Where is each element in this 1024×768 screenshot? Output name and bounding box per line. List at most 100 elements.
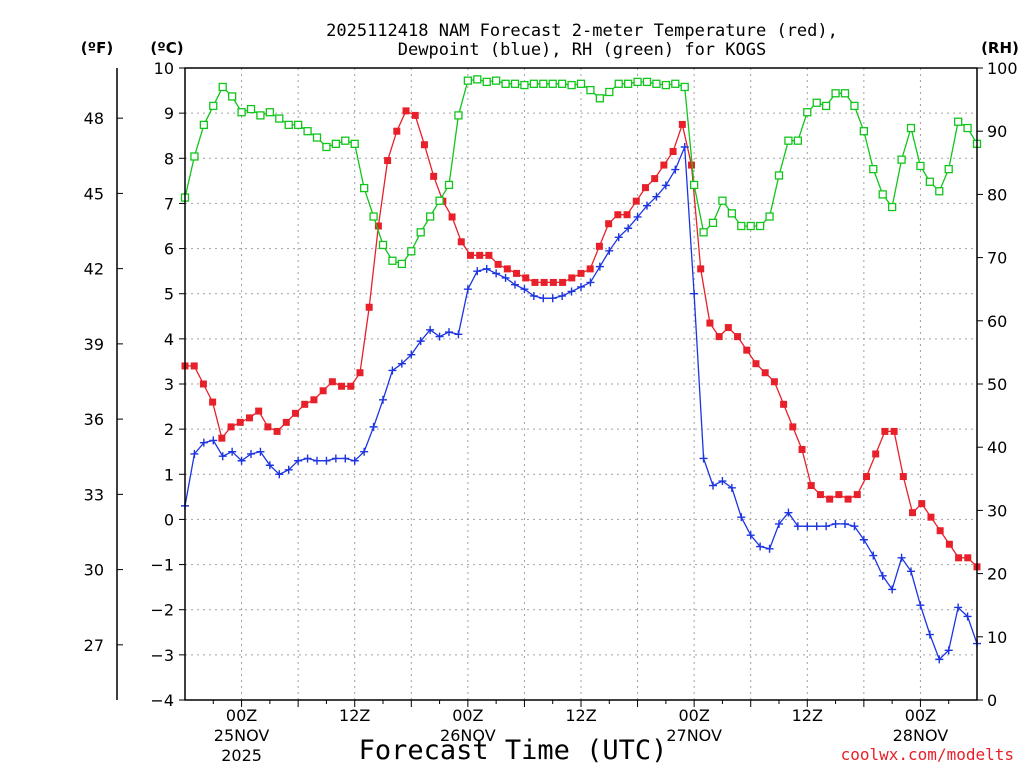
rh-point	[425, 212, 435, 221]
celsius-tick-label: 7	[164, 194, 174, 213]
temperature-point	[918, 500, 926, 508]
temperature-point	[255, 407, 263, 415]
dewpoint-point	[907, 567, 915, 576]
dewpoint-point	[727, 483, 736, 492]
temperature-point	[273, 427, 281, 435]
rh-point	[859, 127, 869, 136]
dewpoint-point	[680, 143, 689, 151]
dewpoint-point	[199, 438, 208, 447]
dewpoint-point	[492, 269, 501, 278]
rh-point	[454, 111, 463, 120]
x-axis-title: Forecast Time (UTC)	[359, 735, 668, 766]
dewpoint-point	[614, 233, 623, 242]
rh-point	[953, 117, 963, 126]
dewpoint-series	[181, 143, 981, 664]
temperature-point	[955, 554, 963, 562]
temperature-point	[881, 427, 889, 435]
rh-point	[680, 82, 689, 92]
temperature-point	[614, 211, 622, 219]
dewpoint-point	[652, 192, 661, 201]
rh-point	[246, 104, 256, 114]
plot-frame	[184, 67, 978, 701]
temperature-point	[227, 423, 235, 431]
watermark: coolwx.com/modelts	[841, 745, 1014, 764]
temperature-point	[264, 423, 272, 431]
rh-point	[774, 171, 784, 180]
dewpoint-point	[954, 603, 963, 612]
temperature-point	[218, 434, 226, 442]
fahrenheit-tick-label: 48	[84, 109, 104, 128]
dewpoint-point	[643, 201, 651, 210]
rh-point	[944, 164, 953, 174]
rh-axis-label: (RH)	[981, 39, 1019, 57]
fahrenheit-tick-label: 42	[84, 260, 104, 279]
rh-point	[520, 80, 529, 90]
rh-tick-label: 20	[987, 565, 1007, 584]
fahrenheit-tick-label: 36	[84, 410, 104, 429]
dewpoint-point	[369, 422, 378, 431]
temperature-point	[927, 513, 935, 521]
dewpoint-point	[850, 522, 859, 531]
dewpoint-point	[878, 571, 887, 580]
rh-point	[463, 76, 473, 85]
temperature-point	[595, 242, 603, 250]
rh-point	[444, 180, 454, 190]
rh-point	[548, 79, 557, 88]
dewpoint-point	[671, 165, 680, 174]
rh-point	[407, 247, 416, 256]
fahrenheit-tick-label: 45	[84, 184, 104, 203]
rh-point	[821, 101, 831, 111]
rh-point	[812, 98, 821, 107]
temperature-point	[816, 491, 824, 499]
temperature-point	[641, 184, 649, 192]
dewpoint-point	[624, 224, 633, 233]
temperature-point	[190, 362, 198, 370]
temperature-point	[623, 211, 631, 219]
dewpoint-point	[690, 289, 699, 298]
temperature-point	[853, 491, 861, 499]
rh-point	[586, 85, 595, 95]
temperature-point	[936, 527, 944, 535]
dewpoint-point	[548, 294, 557, 303]
rh-point	[718, 196, 727, 205]
dewpoint-point	[501, 273, 510, 282]
rh-point	[850, 101, 859, 111]
rh-point	[388, 256, 397, 265]
rh-point	[256, 111, 265, 120]
x-tick-date: 25NOV	[214, 726, 270, 745]
temperature-point	[513, 269, 521, 277]
rh-point	[869, 164, 878, 174]
dewpoint-point	[426, 325, 435, 334]
dewpoint-point	[520, 285, 529, 294]
temperature-point	[678, 120, 686, 128]
dewpoint-point	[275, 470, 284, 479]
rh-point	[491, 76, 501, 85]
temperature-point	[292, 409, 300, 417]
rh-point	[925, 177, 935, 186]
rh-point	[633, 77, 642, 87]
dewpoint-point	[586, 278, 595, 287]
temperature-point	[734, 333, 742, 341]
dewpoint-point	[803, 522, 812, 531]
dewpoint-point	[294, 456, 303, 465]
rh-point	[671, 79, 680, 88]
temperature-point	[715, 333, 723, 341]
x-tick-label: 00Z	[678, 706, 709, 725]
dewpoint-point	[605, 246, 614, 255]
rh-point	[727, 209, 737, 218]
celsius-tick-label: −1	[150, 556, 174, 575]
rh-point	[689, 180, 699, 190]
rh-point	[510, 79, 520, 88]
rh-point	[557, 79, 567, 88]
rh-point	[963, 123, 972, 133]
temperature-point	[503, 265, 511, 273]
rh-point	[293, 120, 303, 130]
rh-point	[199, 120, 209, 130]
dewpoint-point	[463, 285, 472, 294]
rh-point	[661, 80, 671, 90]
rh-point	[755, 221, 765, 231]
dewpoint-point	[925, 630, 934, 639]
temperature-point	[899, 473, 907, 481]
temperature-point	[761, 369, 769, 377]
dewpoint-point	[699, 454, 708, 463]
